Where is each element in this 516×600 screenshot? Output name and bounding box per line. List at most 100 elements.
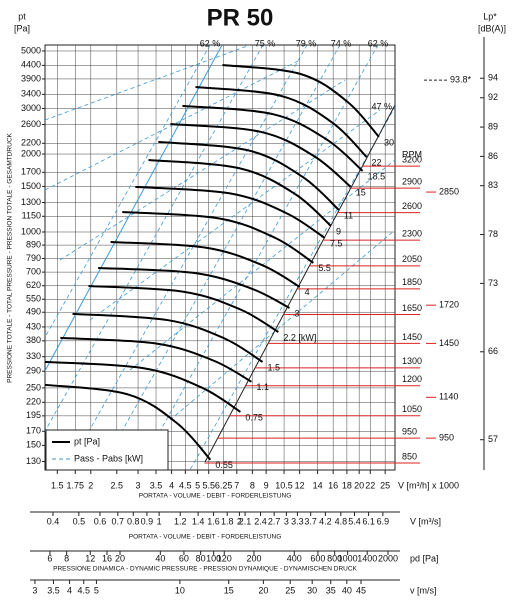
lp-tick-label: 57 (488, 434, 498, 444)
y-tick-label: 1700 (21, 167, 41, 177)
motor-rpm-label: 1140 (439, 392, 458, 402)
efficiency-label: 47 % (371, 101, 392, 111)
y-tick-label: 5000 (21, 45, 41, 55)
x-tick-label: 3.5 (150, 480, 163, 490)
y-tick-label: 2200 (21, 138, 41, 148)
power-label: 4 (305, 287, 310, 297)
rpm-label: 1650 (402, 303, 422, 313)
efficiency-line (189, 106, 395, 470)
secondary-tick-label: 100 (206, 553, 221, 563)
x-tick-label: 14 (313, 480, 323, 490)
power-label: 1.1 (256, 382, 269, 392)
motor-rpm-label: 1720 (439, 300, 459, 310)
y-tick-label: 3400 (21, 89, 41, 99)
secondary-tick-label: 0.5 (73, 516, 86, 526)
x-tick-label: 2 (88, 480, 93, 490)
secondary-tick-label: 30 (307, 585, 317, 595)
lp-tick-label: 83 (488, 180, 498, 190)
rpm-label: 1850 (402, 277, 422, 287)
fan-curve (72, 312, 264, 363)
secondary-tick-label: 0.9 (141, 516, 154, 526)
y-axis-title: PRESSIONE TOTALE - TOTAL PRESSURE - PRES… (7, 132, 14, 382)
secondary-tick-label: 1.8 (221, 516, 234, 526)
y-tick-label: 490 (26, 307, 41, 317)
secondary-tick-label: 6.1 (362, 516, 375, 526)
lp-tick-label: 73 (488, 278, 498, 288)
efficiency-label: 75 % (255, 38, 276, 48)
y-label: pt (18, 11, 26, 21)
fan-curve (44, 360, 241, 413)
lp-tick-label: 86 (488, 151, 498, 161)
secondary-tick-label: 1 (157, 516, 162, 526)
secondary-tick-label: 45 (356, 585, 366, 595)
y-tick-label: 250 (26, 382, 41, 392)
secondary-unit: v [m/s] (410, 585, 437, 595)
power-label: 3 (294, 308, 299, 318)
boundary-line (204, 104, 395, 463)
secondary-tick-label: 1.6 (207, 516, 220, 526)
x-tick-label: 5 (195, 480, 200, 490)
power-label: 9 (336, 226, 341, 236)
lp-tick-label: 92 (488, 92, 498, 102)
efficiency-label: 62 % (368, 38, 389, 48)
x-unit: V [m³/h] x 1000 (398, 480, 459, 490)
secondary-tick-label: 25 (285, 585, 295, 595)
rpm-label: RPM (402, 149, 422, 159)
x-tick-label: 20 (354, 480, 364, 490)
rpm-label: 850 (402, 451, 417, 461)
power-label: 1.5 (268, 362, 281, 372)
secondary-tick-label: 8 (64, 553, 69, 563)
fan-curve (158, 140, 340, 211)
power-label: 5.5 (318, 263, 331, 273)
motor-rpm-label: 2850 (439, 186, 459, 196)
efficiency-line (137, 45, 379, 470)
fan-curve (170, 123, 352, 188)
fan-curve (60, 336, 252, 383)
lp-tick-label: 66 (488, 346, 498, 356)
rpm-label: 2600 (402, 201, 422, 211)
y-tick-label: 380 (26, 335, 41, 345)
y-tick-label: 195 (26, 410, 41, 420)
rpm-label: 2050 (402, 254, 422, 264)
y-tick-label: 2000 (21, 148, 41, 158)
fan-curve (148, 158, 332, 227)
rpm-label: 2300 (402, 228, 422, 238)
secondary-tick-label: 10 (175, 585, 185, 595)
fan-curve (44, 383, 212, 461)
secondary-tick-label: 20 (258, 585, 268, 595)
y-tick-label: 620 (26, 280, 41, 290)
fan-curve (222, 63, 380, 138)
y-unit: [Pa] (14, 23, 30, 33)
secondary-tick-label: 800 (327, 553, 342, 563)
secondary-tick-label: 2000 (378, 553, 398, 563)
power-label: 0.55 (215, 460, 233, 470)
power-label: 22 (372, 157, 382, 167)
y-tick-label: 130 (26, 456, 41, 466)
secondary-tick-label: 0.7 (112, 516, 125, 526)
y-tick-label: 1500 (21, 181, 41, 191)
secondary-tick-label: 20 (115, 553, 125, 563)
lp-tick-label: 89 (488, 121, 498, 131)
y-tick-label: 290 (26, 366, 41, 376)
chart-title: PR 50 (207, 4, 274, 31)
x-tick-label: 10.5 (275, 480, 293, 490)
fan-curve (88, 284, 279, 333)
power-line (45, 45, 251, 121)
fan-curve (110, 240, 301, 288)
secondary-tick-label: 0.8 (127, 516, 140, 526)
rpm-label: 1300 (402, 356, 422, 366)
x-tick-label: 5.5 (202, 480, 215, 490)
secondary-unit: V [m³/s] (410, 516, 441, 526)
secondary-title: PORTATA - VOLUME - DEBIT - FORDERLEISTUN… (129, 534, 282, 541)
x-tick-label: 9 (264, 480, 269, 490)
fan-curve (182, 104, 364, 172)
secondary-title: PRESSIONE DINAMICA - DYNAMIC PRESSURE - … (53, 566, 357, 573)
lp-unit: [dB(A)] (478, 23, 506, 33)
efficiency-label: 62 % (200, 38, 221, 48)
x-tick-label: 16 (328, 480, 338, 490)
secondary-tick-label: 400 (287, 553, 302, 563)
rpm-label: 1050 (402, 404, 422, 414)
secondary-tick-label: 2.1 (239, 516, 252, 526)
